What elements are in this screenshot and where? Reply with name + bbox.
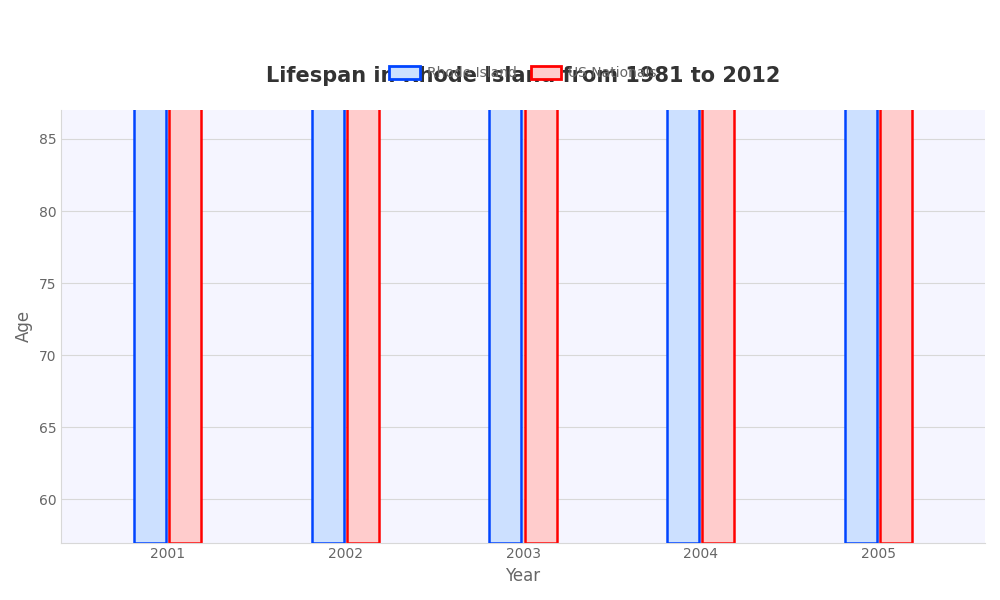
Bar [489, 0, 521, 542]
Bar [880, 0, 912, 542]
Bar [702, 0, 734, 542]
Bar [667, 0, 699, 542]
X-axis label: Year: Year [505, 567, 541, 585]
Legend: Rhode Island, US Nationals: Rhode Island, US Nationals [384, 61, 662, 86]
Bar [312, 0, 344, 542]
Y-axis label: Age: Age [15, 310, 33, 343]
Bar [134, 0, 166, 542]
Bar [347, 0, 379, 542]
Bar [525, 0, 557, 542]
Title: Lifespan in Rhode Island from 1981 to 2012: Lifespan in Rhode Island from 1981 to 20… [266, 67, 780, 86]
Bar [169, 0, 201, 542]
Bar [845, 0, 877, 542]
